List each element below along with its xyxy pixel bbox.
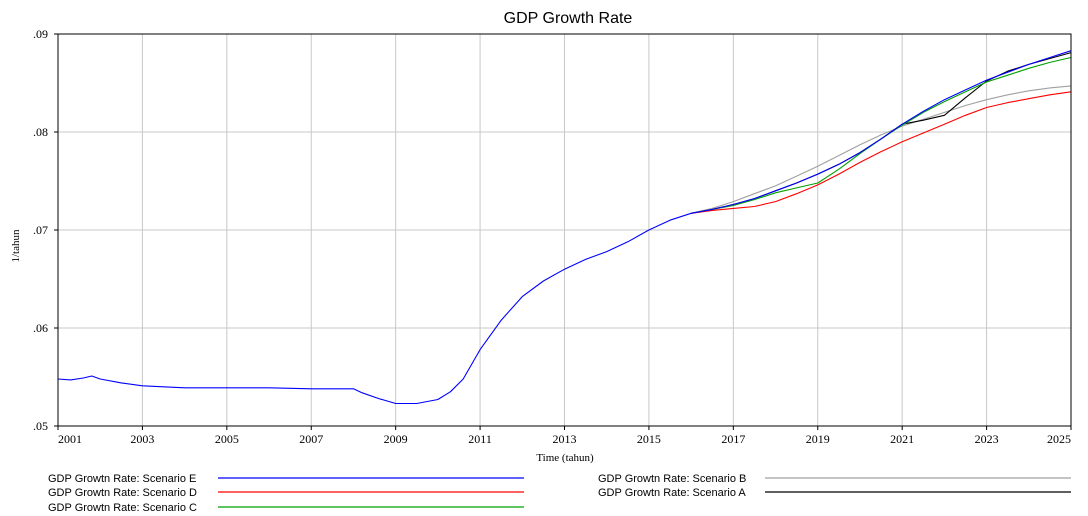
grid-lines (57, 33, 1072, 427)
x-tick-label: 2009 (384, 432, 408, 446)
series-line-3 (690, 85, 1072, 214)
y-tick-label: .08 (33, 125, 48, 139)
y-axis-ticks: .05 .06 .07 .08 .09 (33, 27, 58, 433)
y-tick-label: .09 (33, 27, 48, 41)
series-lines (57, 50, 1072, 405)
chart-title: GDP Growth Rate (504, 10, 633, 27)
series-line-0 (57, 50, 1072, 405)
legend-label: GDP Growtn Rate: Scenario B (598, 473, 746, 485)
series-line-1 (691, 91, 1072, 214)
x-tick-label: 2019 (806, 432, 830, 446)
x-tick-label: 2003 (130, 432, 154, 446)
legend-label: GDP Growtn Rate: Scenario C (48, 502, 197, 514)
x-tick-label: 2007 (299, 432, 323, 446)
legend: GDP Growtn Rate: Scenario E GDP Growtn Ra… (48, 473, 1071, 514)
y-tick-label: .05 (33, 419, 48, 433)
legend-label: GDP Growtn Rate: Scenario E (48, 473, 196, 485)
x-tick-label: 2017 (721, 432, 745, 446)
legend-label: GDP Growtn Rate: Scenario D (48, 487, 197, 499)
x-tick-label: 2025 (1047, 432, 1071, 446)
x-tick-label: 2023 (975, 432, 999, 446)
x-tick-label: 2015 (637, 432, 661, 446)
x-tick-label: 2013 (553, 432, 577, 446)
series-line-4 (691, 52, 1072, 214)
x-tick-label: 2011 (468, 432, 492, 446)
x-tick-label: 2005 (215, 432, 239, 446)
x-tick-label: 2021 (890, 432, 914, 446)
x-tick-label: 2001 (58, 432, 82, 446)
x-axis-title: Time (tahun) (536, 452, 594, 464)
y-axis-title: 1/tahun (10, 229, 22, 262)
x-axis-ticks: 2001 2003 2005 2007 2009 2011 2013 2015 2017 2019… (57, 426, 1072, 446)
y-tick-label: .07 (33, 223, 48, 237)
legend-label: GDP Growtn Rate: Scenario A (598, 487, 746, 499)
y-tick-label: .06 (33, 321, 48, 335)
